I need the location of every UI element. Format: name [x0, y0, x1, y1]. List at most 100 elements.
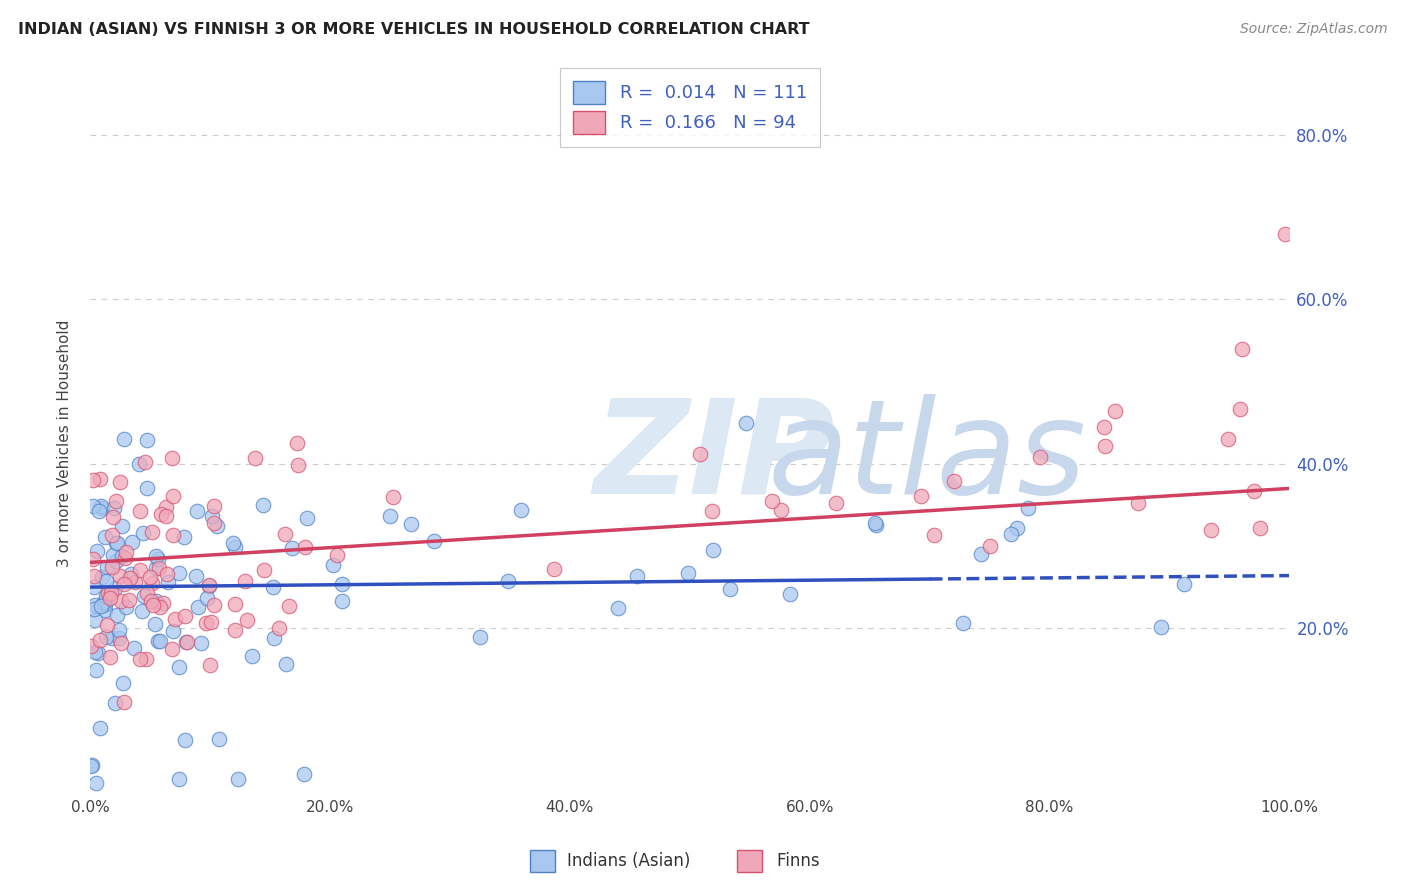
Point	[176, 635, 198, 649]
Point	[122, 641, 145, 656]
Point	[952, 616, 974, 631]
Point	[114, 545, 136, 559]
Point	[149, 634, 172, 648]
Point	[128, 504, 150, 518]
Point	[139, 594, 162, 608]
Point	[165, 611, 187, 625]
Point	[1249, 521, 1271, 535]
Point	[195, 591, 218, 605]
Point	[718, 582, 741, 596]
Point	[136, 586, 159, 600]
Point	[128, 457, 150, 471]
Point	[162, 489, 184, 503]
Point	[134, 455, 156, 469]
Point	[156, 567, 179, 582]
Point	[1094, 439, 1116, 453]
Point	[294, 540, 316, 554]
Point	[148, 633, 170, 648]
FancyBboxPatch shape	[737, 850, 762, 872]
Point	[734, 417, 756, 431]
Point	[498, 574, 520, 588]
Point	[160, 450, 183, 465]
Point	[105, 535, 128, 549]
Point	[269, 622, 291, 636]
Point	[84, 776, 107, 790]
Point	[146, 552, 169, 566]
Point	[197, 577, 219, 591]
Point	[96, 560, 118, 574]
Point	[120, 567, 142, 582]
Point	[83, 568, 105, 582]
Point	[138, 570, 160, 584]
Point	[1005, 521, 1028, 535]
Point	[1126, 496, 1149, 510]
Point	[381, 491, 404, 505]
Point	[201, 508, 224, 523]
Point	[128, 652, 150, 666]
Point	[91, 501, 114, 516]
Point	[1104, 404, 1126, 418]
Point	[167, 660, 190, 674]
Point	[141, 524, 163, 539]
Point	[543, 562, 565, 576]
Point	[112, 695, 135, 709]
Point	[174, 733, 197, 747]
Point	[423, 534, 446, 549]
Point	[148, 599, 170, 614]
Point	[509, 503, 531, 517]
Point	[94, 589, 117, 603]
Point	[198, 579, 221, 593]
Point	[198, 658, 221, 673]
Point	[112, 432, 135, 446]
Point	[779, 587, 801, 601]
Point	[155, 500, 177, 514]
Point	[82, 552, 104, 566]
Point	[114, 550, 136, 565]
Y-axis label: 3 or more Vehicles in Household: 3 or more Vehicles in Household	[58, 319, 72, 567]
Point	[173, 530, 195, 544]
Point	[1029, 450, 1052, 464]
Point	[79, 759, 101, 773]
Point	[769, 503, 792, 517]
Point	[287, 458, 309, 472]
Point	[89, 721, 111, 735]
Point	[97, 586, 120, 600]
Point	[83, 598, 105, 612]
Point	[91, 570, 114, 584]
Point	[1230, 342, 1253, 356]
Point	[101, 528, 124, 542]
Point	[1199, 523, 1222, 537]
Point	[1216, 432, 1239, 446]
Point	[195, 615, 218, 630]
Point	[606, 601, 628, 615]
Point	[224, 624, 246, 638]
Point	[281, 541, 304, 555]
Point	[87, 504, 110, 518]
Point	[236, 614, 259, 628]
Point	[1092, 419, 1115, 434]
Point	[121, 535, 143, 549]
Text: INDIAN (ASIAN) VS FINNISH 3 OR MORE VEHICLES IN HOUSEHOLD CORRELATION CHART: INDIAN (ASIAN) VS FINNISH 3 OR MORE VEHI…	[18, 22, 810, 37]
Point	[104, 696, 127, 710]
Point	[136, 481, 159, 495]
Point	[1243, 483, 1265, 498]
Point	[252, 498, 274, 512]
Point	[84, 613, 107, 627]
Point	[93, 595, 115, 609]
Point	[702, 543, 724, 558]
Point	[98, 649, 121, 664]
Point	[93, 603, 115, 617]
Point	[111, 519, 134, 533]
Point	[222, 536, 245, 550]
Point	[676, 566, 699, 580]
Point	[186, 569, 208, 583]
Point	[979, 539, 1001, 553]
Point	[111, 549, 134, 564]
Point	[143, 617, 166, 632]
Point	[132, 526, 155, 541]
Point	[253, 562, 276, 576]
Point	[224, 597, 246, 611]
Point	[200, 615, 222, 630]
Point	[90, 499, 112, 513]
Point	[276, 657, 298, 671]
